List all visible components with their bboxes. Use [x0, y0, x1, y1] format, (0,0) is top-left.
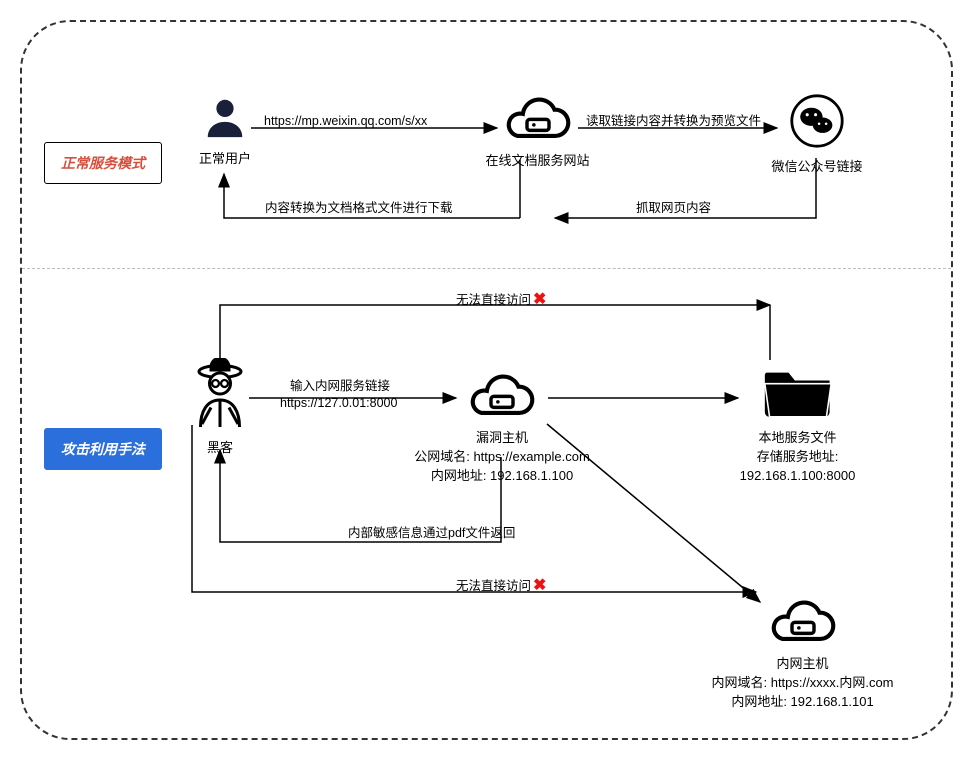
- cross-icon: ✖: [533, 577, 546, 594]
- cloud-server-icon: [469, 370, 535, 425]
- edge-label-e6a: 输入内网服务链接: [290, 378, 390, 395]
- cross-icon: ✖: [533, 291, 546, 308]
- edge-label-e2: 读取链接内容并转换为预览文件: [586, 113, 761, 130]
- node-wechat: 微信公众号链接: [764, 93, 870, 177]
- node-wechat-label: 微信公众号链接: [764, 158, 870, 177]
- folder-icon: [759, 360, 837, 425]
- vulnhost-sub1: 公网域名: https://example.com: [414, 449, 590, 464]
- cloud-server-icon: [770, 596, 836, 651]
- wechat-icon: [789, 93, 845, 154]
- edge-label-e6b: https://127.0.01:8000: [280, 395, 397, 412]
- node-hacker: 黑客: [189, 358, 251, 458]
- edge-label-e8: 无法直接访问✖: [456, 575, 546, 597]
- section-label-attack: 攻击利用手法: [44, 428, 162, 470]
- intranet-sub1: 内网域名: https://xxxx.内网.com: [711, 675, 893, 690]
- node-user-label: 正常用户: [198, 150, 252, 169]
- node-localfile-label: 本地服务文件 存储服务地址: 192.168.1.100:8000: [700, 429, 895, 486]
- localfile-sub1: 存储服务地址: 192.168.1.100:8000: [740, 449, 856, 483]
- node-intranet: 内网主机 内网域名: https://xxxx.内网.com 内网地址: 192…: [710, 596, 895, 712]
- localfile-title: 本地服务文件: [758, 430, 836, 445]
- node-vulnhost-label: 漏洞主机 公网域名: https://example.com 内网地址: 192…: [412, 429, 592, 486]
- hacker-icon: [190, 358, 250, 435]
- node-hacker-label: 黑客: [189, 439, 251, 458]
- cloud-server-icon: [505, 93, 571, 148]
- edge-label-e3: 内容转换为文档格式文件进行下载: [265, 200, 453, 217]
- edge-label-e7: 内部敏感信息通过pdf文件返回: [348, 525, 515, 542]
- user-icon: [202, 95, 248, 146]
- intranet-sub2: 内网地址: 192.168.1.101: [731, 694, 873, 709]
- edge-label-e1: https://mp.weixin.qq.com/s/xx: [264, 113, 427, 130]
- edge-label-e4: 抓取网页内容: [636, 200, 711, 217]
- vulnhost-title: 漏洞主机: [476, 430, 528, 445]
- section-label-normal: 正常服务模式: [44, 142, 162, 184]
- section-divider: [22, 268, 951, 269]
- edge-e8-text: 无法直接访问: [456, 579, 531, 593]
- vulnhost-sub2: 内网地址: 192.168.1.100: [431, 468, 573, 483]
- intranet-title: 内网主机: [776, 656, 828, 671]
- edge-label-e5: 无法直接访问✖: [456, 289, 546, 311]
- node-docsvc: 在线文档服务网站: [480, 93, 595, 171]
- node-user: 正常用户: [198, 95, 252, 169]
- node-localfile: 本地服务文件 存储服务地址: 192.168.1.100:8000: [700, 360, 895, 486]
- node-vulnhost: 漏洞主机 公网域名: https://example.com 内网地址: 192…: [412, 370, 592, 486]
- node-intranet-label: 内网主机 内网域名: https://xxxx.内网.com 内网地址: 192…: [710, 655, 895, 712]
- edge-e5-text: 无法直接访问: [456, 293, 531, 307]
- node-docsvc-label: 在线文档服务网站: [480, 152, 595, 171]
